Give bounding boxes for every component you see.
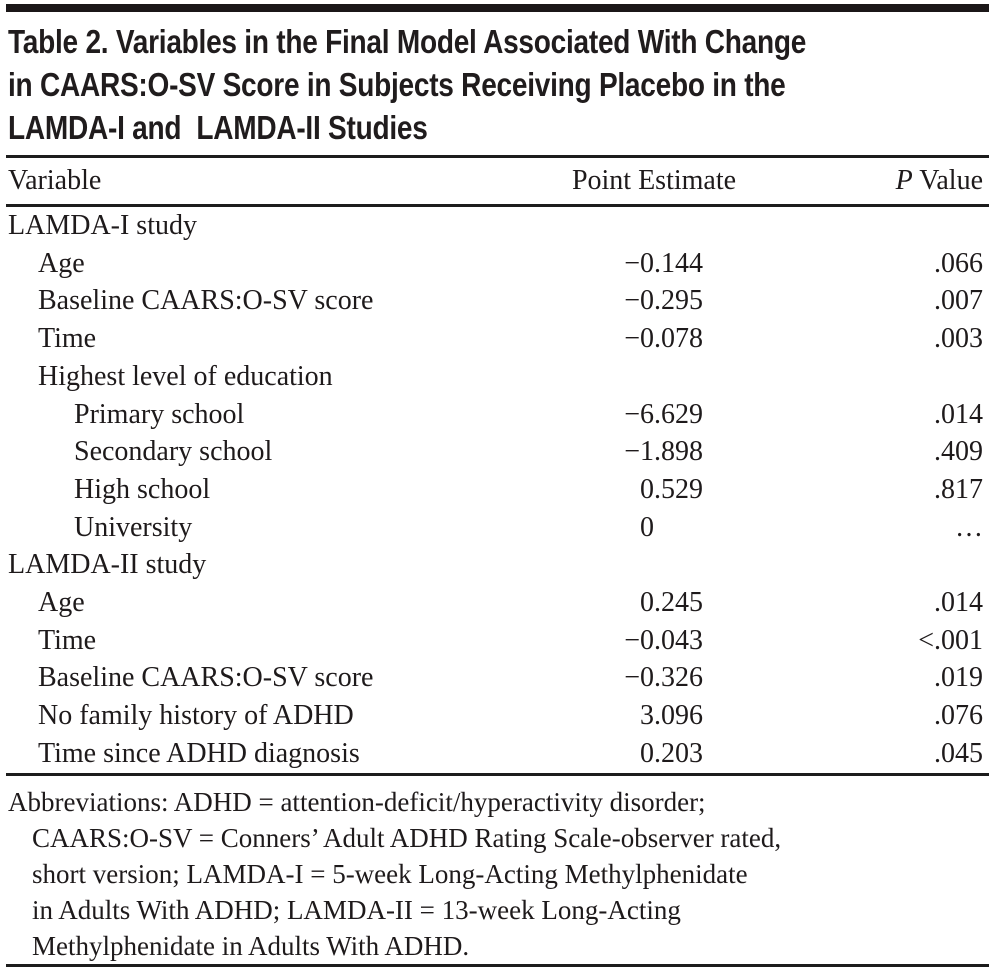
table-footnote: Abbreviations: ADHD = attention-deficit/… [6, 784, 989, 964]
rule-below-title [6, 155, 989, 158]
point-estimate-value: −6.629 [624, 398, 703, 430]
table-row: Baseline CAARS:O-SV score −0.326 .019 [6, 659, 989, 697]
table-title: Table 2. Variables in the Final Model As… [8, 20, 989, 149]
table-row: University 0.000 … [6, 509, 989, 547]
p-value: .019 [934, 662, 983, 694]
table-row: Age 0.245 .014 [6, 584, 989, 622]
p-value: .014 [934, 587, 983, 619]
row-label: Baseline CAARS:O-SV score [38, 662, 374, 694]
point-estimate-value: 3.096 [640, 700, 703, 732]
footnote-line: CAARS:O-SV = Conners’ Adult ADHD Rating … [32, 822, 782, 853]
point-estimate-value: 0.000 [640, 511, 654, 543]
p-value: .076 [934, 700, 983, 732]
row-label: Time [38, 624, 97, 656]
point-estimate-value: 0.245 [640, 587, 703, 619]
column-header-point-estimate: Point Estimate [571, 165, 737, 196]
table-row: LAMDA-II study [6, 546, 989, 584]
table-row: High school 0.529 .817 [6, 471, 989, 509]
row-label: LAMDA-II study [8, 549, 207, 581]
bottom-rule [6, 963, 989, 967]
row-label: High school [74, 473, 211, 505]
p-value-header-rest: Value [912, 165, 983, 196]
p-value-header-italic-p: P [895, 165, 913, 196]
table-title-text: Table 2. Variables in the Final Model As… [8, 23, 807, 146]
column-header-variable: Variable [8, 165, 102, 196]
point-estimate-value: −0.295 [624, 285, 703, 317]
table-row: Secondary school −1.898 .409 [6, 433, 989, 471]
footnote-line: Abbreviations: ADHD = attention-deficit/… [8, 786, 706, 817]
table-body: LAMDA-I study Age −0.144.066 Baseline CAARS… [6, 207, 989, 773]
footnote-line: in Adults With ADHD; LAMDA-II = 13-week … [32, 894, 681, 925]
p-value: .817 [934, 473, 983, 505]
footnote-line: short version; LAMDA-I = 5-week Long-Act… [32, 858, 748, 889]
table-header-row: Variable Point Estimate P Value [6, 158, 989, 204]
p-value: <.001 [918, 624, 983, 656]
p-value: .409 [934, 436, 983, 468]
row-label: Secondary school [74, 436, 273, 468]
table-row: Age −0.144 .066 [6, 245, 989, 283]
row-label: Age [38, 587, 85, 619]
row-label: Baseline CAARS:O-SV score [38, 285, 374, 317]
row-label: Primary school [74, 398, 245, 430]
table-row: LAMDA-I study [6, 207, 989, 245]
rule-below-header [6, 204, 989, 207]
p-value: .066 [934, 247, 983, 279]
table-row: Highest level of education [6, 358, 989, 396]
row-label: Highest level of education [38, 360, 333, 392]
row-label: University [74, 511, 193, 543]
p-value: … [955, 511, 983, 543]
p-value: .007 [934, 285, 983, 317]
row-label: Age [38, 247, 85, 279]
table-row: Time since ADHD diagnosis 0.203 .045 [6, 735, 989, 773]
point-estimate-value: −1.898 [624, 436, 703, 468]
table-row: Time −0.078 .003 [6, 320, 989, 358]
p-value: .045 [934, 737, 983, 769]
point-estimate-value: 0.203 [640, 737, 703, 769]
table-row: No family history of ADHD 3.096 .076 [6, 697, 989, 735]
footnote-line: Methylphenidate in Adults With ADHD. [32, 930, 470, 961]
table-row: Primary school −6.629 .014 [6, 396, 989, 434]
point-estimate-value: −0.043 [624, 624, 703, 656]
point-estimate-value: 0.529 [640, 473, 703, 505]
point-estimate-value: −0.078 [624, 323, 703, 355]
p-value: .014 [934, 398, 983, 430]
row-label: Time [38, 323, 97, 355]
rule-above-footnote [6, 772, 989, 776]
p-value: .003 [934, 323, 983, 355]
row-label: LAMDA-I study [8, 210, 197, 241]
table-row: Baseline CAARS:O-SV score −0.295 .007 [6, 282, 989, 320]
point-estimate-value: −0.326 [624, 662, 703, 694]
point-estimate-value: −0.144 [624, 247, 703, 279]
column-header-p-value: P Value [739, 158, 989, 204]
table-row: Time −0.043 <.001 [6, 622, 989, 660]
row-label: No family history of ADHD [38, 700, 354, 732]
top-rule [6, 4, 989, 12]
row-label: Time since ADHD diagnosis [38, 737, 360, 769]
